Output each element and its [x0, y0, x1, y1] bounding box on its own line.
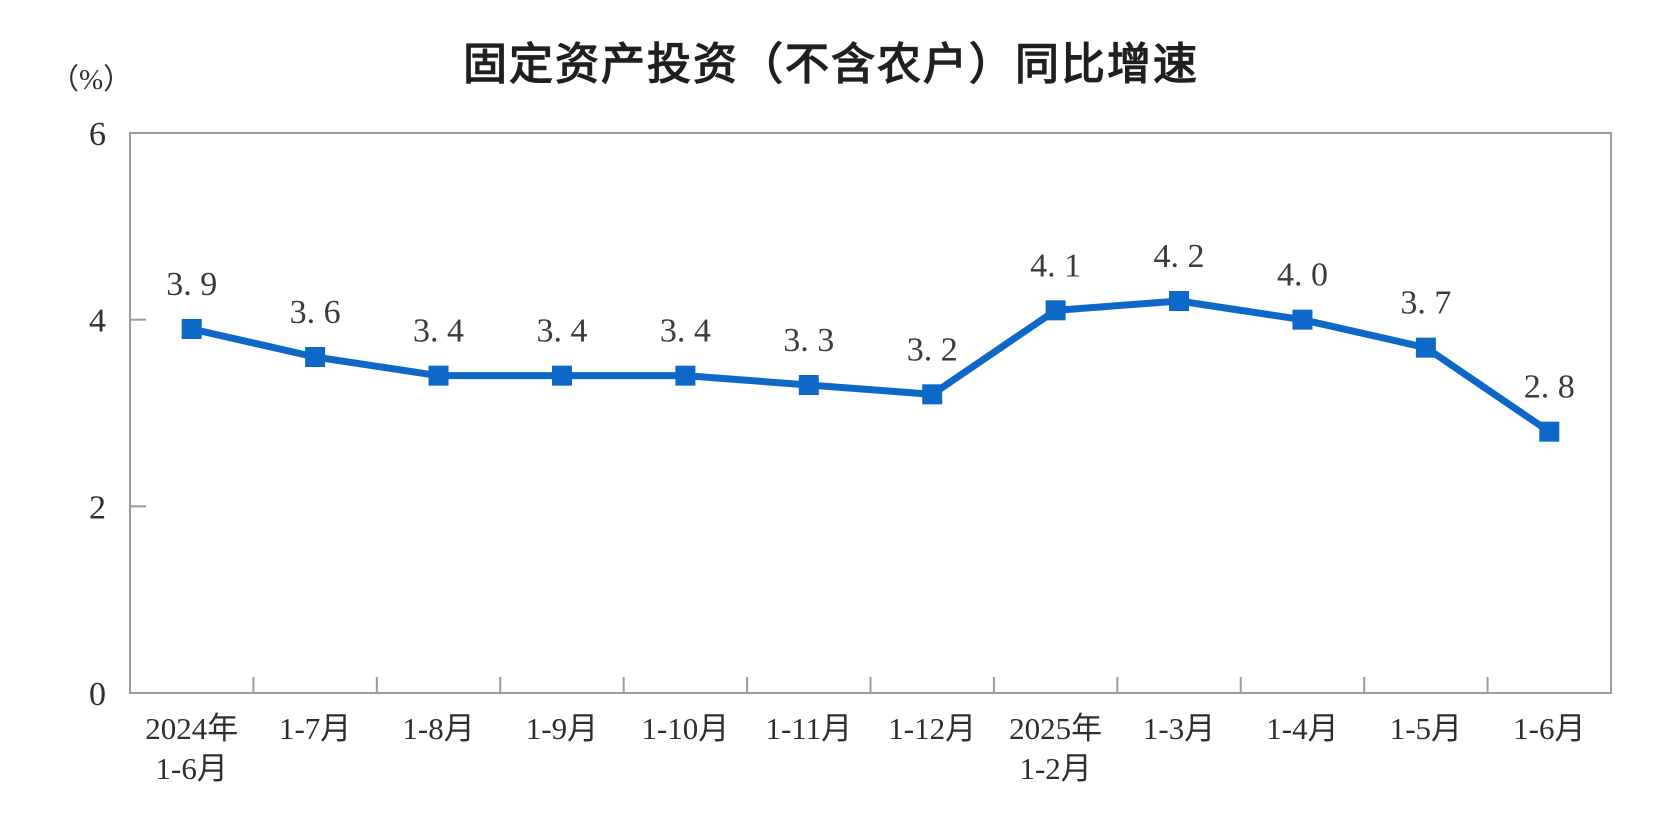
data-point-marker [798, 375, 819, 395]
x-axis-category-label: 1-3月 [1143, 711, 1215, 746]
data-point-marker [1045, 300, 1066, 321]
data-point-marker [675, 365, 696, 386]
data-point-label: 3. 3 [783, 322, 834, 359]
data-point-marker [1169, 291, 1190, 311]
x-axis-category-label: 1-10月 [641, 711, 729, 746]
y-axis-tick-label: 6 [89, 116, 106, 153]
plot-border [129, 132, 1612, 694]
data-point-marker [428, 365, 449, 386]
data-point-marker [1415, 337, 1436, 358]
data-point-marker [922, 384, 943, 405]
x-axis-category-label: 2025年 1-2月 [1009, 711, 1102, 786]
data-point-label: 3. 7 [1400, 285, 1451, 322]
x-axis-category-label: 1-5月 [1390, 711, 1462, 746]
x-axis-category-label: 1-7月 [279, 711, 351, 746]
y-axis-tick-label: 4 [89, 303, 106, 340]
data-point-marker [181, 319, 202, 339]
data-point-label: 4. 2 [1154, 238, 1205, 275]
data-point-label: 3. 4 [413, 313, 464, 350]
data-point-label: 3. 4 [660, 313, 711, 350]
x-axis-category-label: 1-12月 [888, 711, 976, 746]
data-point-label: 4. 0 [1277, 257, 1328, 294]
data-point-label: 4. 1 [1030, 247, 1081, 284]
x-axis-category-label: 2024年 1-6月 [145, 711, 238, 786]
x-axis-category-label: 1-9月 [526, 711, 598, 746]
data-point-marker [1539, 421, 1560, 442]
y-axis-tick-label: 0 [89, 676, 106, 713]
data-point-label: 3. 2 [907, 331, 958, 368]
data-point-label: 3. 4 [536, 313, 587, 350]
data-line [188, 297, 1553, 436]
data-point-marker [1292, 309, 1313, 330]
x-axis-category-label: 1-4月 [1266, 711, 1338, 746]
x-axis-category-label: 1-11月 [765, 711, 852, 746]
chart-title: 固定资产投资（不含农户）同比增速 [463, 40, 1199, 89]
data-point-label: 3. 9 [166, 266, 217, 303]
y-axis-tick-label: 2 [89, 489, 106, 526]
data-point-marker [305, 347, 326, 367]
data-point-marker [551, 365, 572, 386]
y-axis-unit-label: （%） [50, 64, 133, 96]
data-point-label: 3. 6 [290, 294, 341, 331]
x-axis-category-label: 1-6月 [1513, 711, 1585, 746]
x-axis-category-label: 1-8月 [402, 711, 474, 746]
data-point-label: 2. 8 [1524, 369, 1575, 406]
